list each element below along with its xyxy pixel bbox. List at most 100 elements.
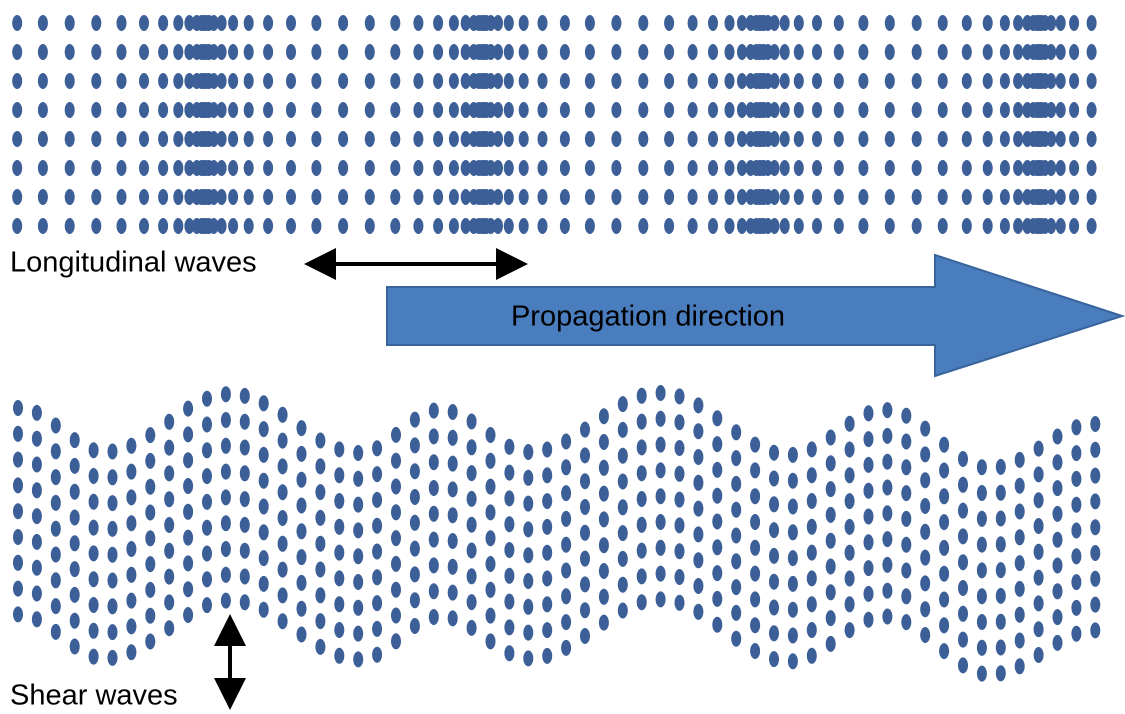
particle [429,532,439,548]
particle [12,44,22,60]
particle [13,477,23,493]
particle [32,611,42,627]
particle [145,505,155,521]
particle [391,453,401,469]
particle [1071,471,1081,487]
particle [12,160,22,176]
particle [126,567,136,583]
particle [145,582,155,598]
longitudinal-dots [12,15,1096,234]
particle [882,505,892,521]
particle [173,73,183,89]
particle [486,479,496,495]
particle [664,218,674,234]
particle [750,540,760,556]
particle [38,218,48,234]
particle [70,432,80,448]
particle [826,610,836,626]
particle [334,519,344,535]
particle [297,549,307,565]
particle [315,433,325,449]
particle [962,73,972,89]
shear-label: Shear waves [10,680,178,712]
particle [467,491,477,507]
particle [334,545,344,561]
particle [864,560,874,576]
particle [561,459,571,475]
particle [519,15,529,31]
particle [391,556,401,572]
particle [372,647,382,663]
particle [885,131,895,147]
particle [864,534,874,550]
particle [202,494,212,510]
particle [240,491,250,507]
particle [675,388,685,404]
particle [1071,445,1081,461]
particle [737,160,747,176]
particle [901,588,911,604]
particle [807,493,817,509]
particle [221,489,231,505]
particle [882,402,892,418]
particle [91,44,101,60]
particle [391,608,401,624]
particle [675,440,685,456]
particle [523,444,533,460]
particle [244,15,254,31]
particle [1015,607,1025,623]
particle [794,189,804,205]
particle [996,588,1006,604]
particle [372,595,382,611]
particle [1090,493,1100,509]
particle [688,189,698,205]
particle [449,189,459,205]
particle [638,15,648,31]
particle [365,218,375,234]
particle [845,416,855,432]
particle [390,131,400,147]
particle [38,131,48,147]
particle [611,73,621,89]
particle [89,468,99,484]
particle [1046,160,1056,176]
particle [1053,583,1063,599]
particle [126,438,136,454]
particle [202,546,212,562]
particle [244,73,254,89]
particle [32,457,42,473]
particle [108,573,118,589]
particle [126,644,136,660]
particle [750,566,760,582]
particle [91,15,101,31]
particle [1015,504,1025,520]
particle [882,531,892,547]
particle [1034,570,1044,586]
particle [158,131,168,147]
particle [297,420,307,436]
particle [244,131,254,147]
particle [983,73,993,89]
particle [493,15,503,31]
particle [173,189,183,205]
particle [390,44,400,60]
particle [504,594,514,610]
particle [542,519,552,535]
particle [523,496,533,512]
particle [158,44,168,60]
particle [638,160,648,176]
particle [65,189,75,205]
particle [901,511,911,527]
particle [538,102,548,118]
particle [542,545,552,561]
particle [523,521,533,537]
particle [334,596,344,612]
particle [769,548,779,564]
particle [51,418,61,434]
particle [70,510,80,526]
particle [334,467,344,483]
particle [996,459,1006,475]
particle [599,615,609,631]
particle [433,131,443,147]
particle [611,15,621,31]
